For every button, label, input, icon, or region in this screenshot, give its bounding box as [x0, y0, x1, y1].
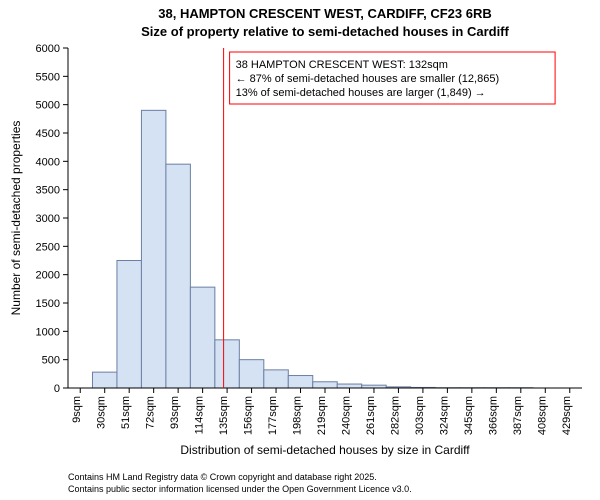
x-tick-label: 324sqm	[438, 396, 450, 435]
footer-line1: Contains HM Land Registry data © Crown c…	[68, 472, 377, 482]
x-tick-label: 135sqm	[218, 396, 230, 435]
y-tick-label: 0	[54, 383, 60, 395]
x-tick-label: 198sqm	[292, 396, 304, 435]
x-tick-label: 30sqm	[96, 396, 108, 429]
histogram-bar	[215, 340, 239, 388]
annotation-box: 38 HAMPTON CRESCENT WEST: 132sqm ← 87% of…	[230, 52, 556, 104]
x-tick-label: 93sqm	[169, 396, 181, 429]
x-tick-label: 345sqm	[463, 396, 475, 435]
x-tick-label: 114sqm	[194, 396, 206, 434]
x-tick-label: 429sqm	[561, 396, 573, 435]
x-tick-label: 51sqm	[120, 396, 132, 429]
x-tick-label: 72sqm	[145, 396, 157, 429]
histogram-bar	[337, 384, 361, 388]
x-tick-label: 303sqm	[414, 396, 426, 435]
y-tick-label: 6000	[36, 43, 60, 55]
x-tick-label: 261sqm	[365, 396, 377, 435]
x-tick-label: 240sqm	[340, 396, 352, 435]
annotation-line: 38 HAMPTON CRESCENT WEST: 132sqm	[236, 59, 448, 71]
y-tick-label: 3000	[36, 213, 60, 225]
chart-title-line2: Size of property relative to semi-detach…	[141, 24, 509, 39]
histogram-bar	[166, 164, 190, 388]
chart-title-line1: 38, HAMPTON CRESCENT WEST, CARDIFF, CF23…	[158, 6, 491, 21]
y-tick-label: 5000	[36, 100, 60, 112]
histogram-bar	[141, 110, 165, 388]
annotation-line: ← 87% of semi-detached houses are smalle…	[236, 73, 500, 85]
histogram-bar	[117, 261, 141, 389]
y-axis-label: Number of semi-detached properties	[9, 121, 23, 316]
bars-group	[92, 110, 533, 388]
y-tick-label: 2000	[36, 270, 60, 282]
x-tick-label: 219sqm	[316, 396, 328, 435]
x-tick-label: 282sqm	[389, 396, 401, 435]
y-tick-label: 3500	[36, 185, 60, 197]
y-tick-label: 1500	[36, 298, 60, 310]
x-tick-label: 9sqm	[71, 396, 83, 423]
histogram-bar	[264, 370, 288, 388]
histogram-bar	[190, 287, 214, 388]
x-tick-label: 156sqm	[243, 396, 255, 435]
x-axis-label: Distribution of semi-detached houses by …	[180, 443, 470, 457]
y-tick-label: 500	[42, 355, 60, 367]
histogram-bar	[92, 372, 116, 388]
y-tick-label: 2500	[36, 241, 60, 253]
x-tick-label: 387sqm	[512, 396, 524, 435]
annotation-line: 13% of semi-detached houses are larger (…	[236, 87, 486, 99]
histogram-bar	[239, 360, 263, 388]
y-tick-label: 1000	[36, 326, 60, 338]
histogram-chart: 38, HAMPTON CRESCENT WEST, CARDIFF, CF23…	[0, 0, 600, 500]
histogram-bar	[288, 376, 312, 388]
footer-line2: Contains public sector information licen…	[68, 484, 412, 494]
x-tick-label: 177sqm	[267, 396, 279, 435]
y-tick-label: 5500	[36, 71, 60, 83]
y-tick-label: 4500	[36, 128, 60, 140]
x-tick-label: 408sqm	[536, 396, 548, 435]
histogram-bar	[313, 382, 337, 388]
y-tick-label: 4000	[36, 156, 60, 168]
x-tick-label: 366sqm	[487, 396, 499, 435]
